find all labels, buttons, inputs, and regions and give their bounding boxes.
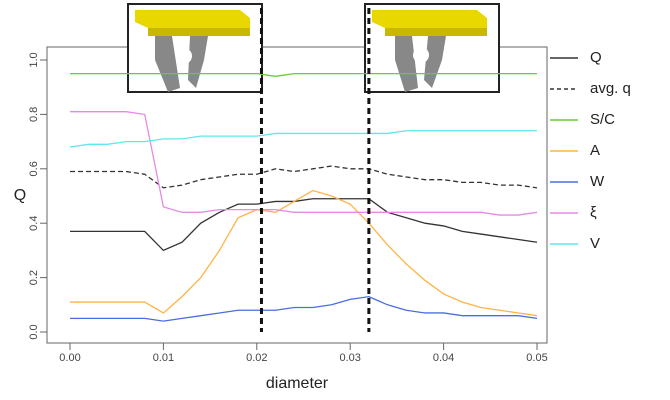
gripper-illustrations bbox=[127, 3, 500, 93]
legend-label: ξ bbox=[590, 204, 597, 221]
data-line bbox=[69, 130, 537, 148]
data-line bbox=[70, 111, 538, 216]
data-line bbox=[70, 189, 538, 317]
y-tick-label: 0.0 bbox=[28, 324, 40, 339]
data-line bbox=[70, 295, 538, 322]
y-tick-label: 0.2 bbox=[28, 270, 40, 285]
y-tick-label: 0.6 bbox=[28, 161, 40, 176]
legend-label: Q bbox=[590, 49, 602, 66]
x-tick-label: 0.04 bbox=[433, 352, 454, 364]
gripper-closed bbox=[364, 3, 500, 93]
data-line bbox=[70, 165, 538, 189]
legend-label: S/C bbox=[590, 111, 615, 128]
x-tick-label: 0.03 bbox=[339, 352, 360, 364]
legend-label: avg. q bbox=[590, 80, 631, 97]
x-tick-label: 0.05 bbox=[526, 352, 547, 364]
y-tick-label: 1.0 bbox=[28, 52, 40, 67]
y-axis-label: Q bbox=[14, 187, 26, 204]
y-tick-label: 0.8 bbox=[28, 107, 40, 122]
legend-label: A bbox=[590, 142, 600, 159]
data-line bbox=[70, 198, 538, 252]
x-axis-label: diameter bbox=[266, 375, 329, 392]
gripper-open bbox=[127, 3, 263, 93]
plot-frame bbox=[46, 46, 548, 344]
x-tick-label: 0.02 bbox=[246, 352, 267, 364]
legend-label: W bbox=[590, 173, 605, 190]
data-line bbox=[70, 72, 537, 77]
y-tick-label: 0.4 bbox=[28, 216, 40, 231]
x-tick-label: 0.00 bbox=[59, 352, 80, 364]
legend-label: V bbox=[590, 235, 600, 252]
x-tick-label: 0.01 bbox=[153, 352, 174, 364]
